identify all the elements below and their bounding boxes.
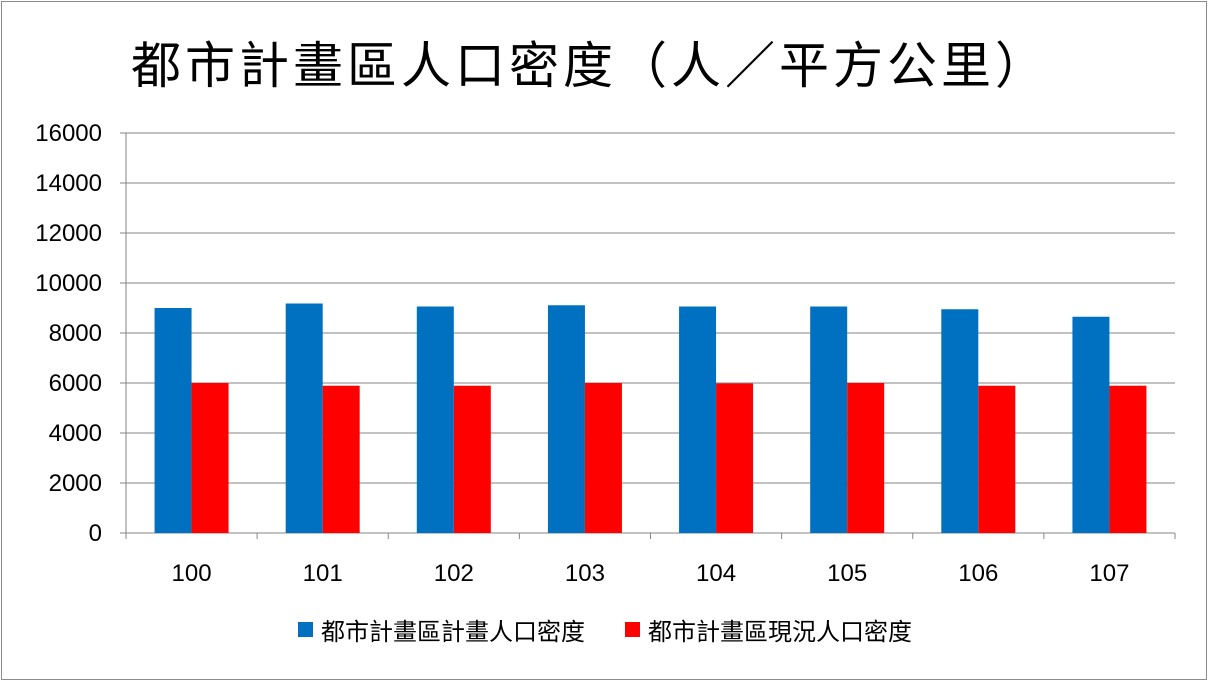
chart-legend: 都市計畫區計畫人口密度 都市計畫區現況人口密度 [0,612,1210,647]
y-tick-label: 0 [89,520,102,547]
x-tick-label: 106 [958,560,998,587]
y-tick-label: 4000 [49,420,102,447]
bar-series1-101 [285,303,323,533]
legend-label-planned: 都市計畫區計畫人口密度 [321,618,585,646]
bar-series2-106 [978,385,1016,533]
y-tick-label: 10000 [35,270,102,297]
x-tick-label: 107 [1089,560,1129,587]
x-tick-label: 101 [303,560,343,587]
y-tick-label: 16000 [35,120,102,147]
legend-swatch-planned [298,622,313,637]
x-tick-label: 105 [827,560,867,587]
x-tick-label: 104 [696,560,736,587]
bar-series1-103 [547,305,585,533]
bar-series2-107 [1109,385,1147,533]
y-tick-label: 6000 [49,370,102,397]
bar-series2-101 [322,385,360,533]
bar-series1-107 [1072,316,1110,533]
bar-series2-104 [716,383,754,533]
y-tick-label: 14000 [35,170,102,197]
legend-item-current: 都市計畫區現況人口密度 [625,612,912,647]
y-tick-label: 2000 [49,470,102,497]
y-tick-label: 12000 [35,220,102,247]
bar-series2-103 [584,383,622,533]
bar-series1-106 [941,309,979,533]
x-tick-label: 100 [172,560,212,587]
legend-label-current: 都市計畫區現況人口密度 [648,618,912,646]
legend-swatch-current [625,622,640,637]
bar-series2-105 [847,383,885,533]
chart-title: 都市計畫區人口密度（人／平方公里） [131,37,1049,95]
y-tick-label: 8000 [49,320,102,347]
bar-series1-100 [154,308,192,533]
x-tick-label: 103 [565,560,605,587]
legend-item-planned: 都市計畫區計畫人口密度 [298,612,585,647]
x-tick-label: 102 [434,560,474,587]
bar-series2-102 [453,385,491,533]
bar-series1-102 [416,306,454,533]
bar-series1-105 [810,306,848,533]
bar-series1-104 [679,306,717,533]
bar-series2-100 [191,383,229,533]
